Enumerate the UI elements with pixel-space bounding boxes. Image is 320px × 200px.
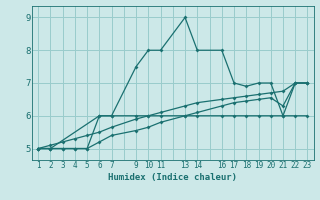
X-axis label: Humidex (Indice chaleur): Humidex (Indice chaleur) bbox=[108, 173, 237, 182]
